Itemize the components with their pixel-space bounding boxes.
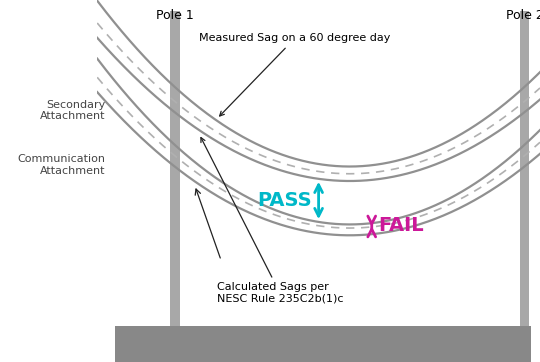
Text: Measured Sag on a 60 degree day: Measured Sag on a 60 degree day (199, 33, 390, 116)
Text: Communication
Attachment: Communication Attachment (18, 154, 106, 176)
Text: Secondary
Attachment: Secondary Attachment (40, 100, 106, 121)
Bar (170, 11, 180, 326)
Text: Calculated Sags per
NESC Rule 235C2b(1)c: Calculated Sags per NESC Rule 235C2b(1)c (201, 138, 343, 304)
Text: FAIL: FAIL (379, 216, 424, 235)
Bar (115, 326, 531, 362)
Text: Pole 1: Pole 1 (156, 9, 193, 22)
Text: PASS: PASS (258, 191, 312, 210)
Text: Pole 2: Pole 2 (505, 9, 540, 22)
Bar (519, 11, 529, 326)
